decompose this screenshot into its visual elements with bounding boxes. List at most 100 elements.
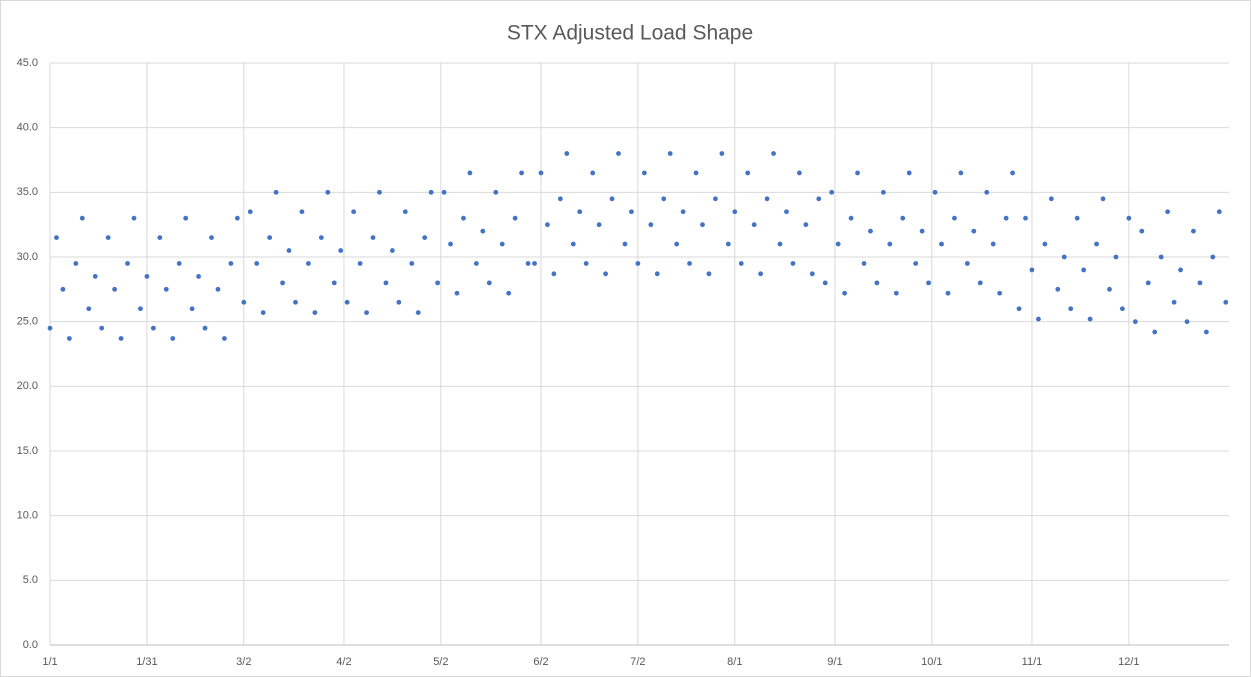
point — [422, 235, 428, 241]
point — [771, 151, 776, 156]
point — [512, 215, 518, 221]
point — [1216, 209, 1222, 215]
x-tick-label: 8/1 — [727, 656, 742, 668]
point — [919, 228, 925, 234]
x-tick-label: 10/1 — [921, 656, 942, 668]
point — [215, 286, 221, 292]
point — [784, 209, 789, 215]
point — [1171, 299, 1177, 305]
point — [183, 215, 189, 221]
point — [1055, 286, 1061, 292]
point — [816, 196, 822, 202]
point — [1132, 319, 1138, 325]
point — [680, 209, 686, 215]
point — [318, 235, 324, 241]
point — [577, 209, 583, 215]
point — [1029, 267, 1035, 273]
point — [280, 280, 285, 286]
point — [131, 215, 137, 221]
point — [209, 235, 214, 241]
point — [945, 290, 951, 296]
point — [118, 336, 124, 341]
point — [461, 215, 466, 221]
point — [1074, 215, 1080, 221]
point — [732, 209, 738, 215]
point — [1048, 196, 1054, 202]
point — [331, 280, 337, 286]
point — [557, 196, 563, 202]
point — [99, 325, 105, 331]
point — [971, 228, 977, 234]
point — [299, 209, 305, 215]
point — [1016, 306, 1022, 312]
y-tick-label: 15.0 — [17, 445, 38, 457]
y-tick-label: 45.0 — [17, 57, 38, 69]
point — [493, 189, 499, 195]
point — [241, 299, 247, 305]
point — [964, 261, 970, 266]
point — [260, 310, 266, 316]
point — [222, 336, 227, 341]
point — [377, 189, 382, 195]
point — [939, 241, 944, 247]
x-tick-label: 5/2 — [433, 656, 448, 668]
point — [409, 261, 415, 266]
point — [415, 310, 421, 316]
point — [674, 241, 680, 247]
point — [525, 261, 531, 266]
point — [1139, 228, 1145, 234]
point — [538, 170, 544, 176]
point — [54, 235, 59, 241]
point — [273, 189, 279, 195]
point — [383, 280, 389, 286]
point — [157, 235, 163, 241]
point — [247, 209, 253, 215]
point — [551, 271, 557, 277]
point — [1107, 286, 1112, 292]
point — [751, 222, 757, 228]
point — [622, 241, 628, 247]
point — [370, 235, 376, 241]
point — [112, 286, 118, 292]
point — [900, 215, 906, 221]
x-tick-label: 11/1 — [1022, 656, 1043, 668]
point — [693, 170, 699, 176]
point — [1100, 196, 1106, 202]
point — [796, 170, 802, 176]
point — [603, 271, 608, 277]
point — [150, 325, 156, 331]
point — [1191, 228, 1196, 234]
x-tick-label: 1/31 — [136, 656, 157, 668]
point — [86, 306, 92, 312]
point — [984, 189, 990, 195]
point — [454, 290, 460, 296]
point — [170, 336, 176, 341]
point — [713, 196, 718, 202]
point — [809, 271, 815, 277]
x-tick-label: 4/2 — [336, 656, 351, 668]
x-tick-label: 7/2 — [630, 656, 645, 668]
point — [990, 241, 996, 247]
point — [1165, 209, 1171, 215]
point — [486, 280, 492, 286]
point — [344, 299, 350, 305]
point — [234, 215, 240, 221]
point — [202, 325, 208, 331]
point — [396, 299, 402, 305]
point — [803, 222, 809, 228]
point — [880, 189, 886, 195]
point — [506, 290, 512, 296]
point — [641, 170, 647, 176]
point — [163, 286, 169, 292]
point — [570, 241, 576, 247]
point — [428, 189, 434, 195]
point — [835, 241, 841, 247]
point — [1210, 254, 1216, 260]
point — [1126, 215, 1132, 221]
point — [719, 151, 725, 156]
point — [1184, 319, 1190, 325]
x-tick-label: 3/2 — [236, 656, 251, 668]
point — [47, 325, 53, 331]
point — [1178, 267, 1183, 273]
x-tick-label: 12/1 — [1118, 656, 1139, 668]
